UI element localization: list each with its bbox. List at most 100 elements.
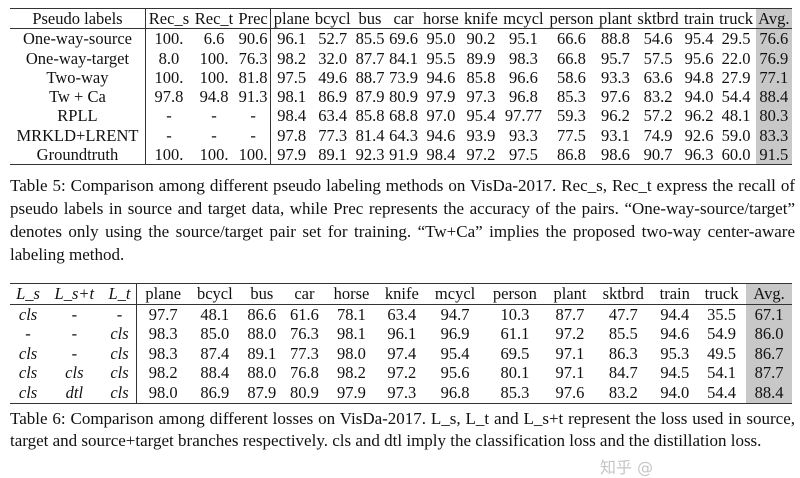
column-header: plant	[553, 284, 587, 303]
table-cell: 58.6	[557, 67, 586, 87]
table-cell: 95.4	[684, 29, 714, 49]
table-cell: -	[71, 324, 78, 344]
table-cell: 74.9	[643, 125, 673, 145]
table-cell: 97.77	[504, 106, 542, 126]
table-cell: 66.8	[557, 48, 586, 68]
table-row: cls - -97.7 48.1 86.6 61.6 78.1 63.4 94.7 10.3 87.…	[10, 304, 792, 325]
table-cell: 96.1	[387, 324, 417, 344]
table-5-caption: Table 5: Comparison among different pseu…	[10, 176, 795, 264]
table-cell: 63.4	[318, 106, 348, 126]
table-cell: 94.8	[199, 87, 229, 107]
table-6-losses: L_s L_s+t L_t plane bcycl bus car horse knife mcy…	[10, 283, 792, 404]
table-row: One-way-target 8.0 100. 76.3 98.2 32.0 87.7 84.…	[10, 48, 792, 68]
table-cell: cls	[102, 363, 138, 383]
table-cell: 81.8	[236, 67, 272, 88]
column-header: bus	[358, 9, 382, 28]
table-cell: 66.6	[557, 29, 586, 49]
table-cell: 69.5	[500, 343, 530, 363]
table-cell: 95.1	[509, 29, 538, 49]
table-cell: RPLL	[10, 106, 146, 126]
table-cell: 86.7	[746, 343, 792, 364]
table-cell: 86.8	[557, 145, 586, 165]
table-cell: 98.0	[148, 382, 178, 402]
table-cell: 96.8	[440, 382, 470, 402]
table-cell: 69.6	[389, 29, 419, 49]
table-cell: 54.1	[707, 363, 736, 383]
table-cell: 93.3	[509, 125, 538, 145]
table-cell: 96.2	[684, 106, 714, 126]
table-cell: 100.	[199, 48, 229, 68]
table-cell: 95.7	[601, 48, 630, 68]
table-cell: 59.3	[557, 106, 586, 126]
table-cell: 8.0	[158, 48, 180, 68]
table-cell: cls	[18, 343, 38, 363]
table-cell: 88.4	[755, 87, 792, 107]
table-cell: 47.7	[608, 304, 638, 324]
table-row: - - cls 98.3 85.0 88.0 76.3 98.1 96.1 96.9 61.1 97.…	[10, 324, 792, 344]
table-row: cls cls cls 98.2 88.4 88.0 76.8 98.2 97.2 95.6 80.…	[10, 363, 792, 383]
table-cell: 95.5	[426, 48, 456, 68]
table-cell: 97.1	[555, 343, 585, 363]
table-cell: 64.3	[389, 125, 419, 145]
table-cell: cls	[102, 324, 138, 344]
column-header: plane	[145, 284, 182, 303]
table-cell: 96.3	[684, 145, 714, 165]
table-cell: 84.7	[608, 363, 638, 383]
table-cell: 88.0	[247, 363, 277, 383]
table-cell: 49.5	[707, 343, 736, 363]
table-cell: 54.4	[721, 87, 751, 107]
table-cell: 95.4	[466, 106, 496, 126]
table-cell: 95.0	[426, 29, 456, 49]
table-row: Groundtruth 100. 100. 100. 97.9 89.1 92.3 91.9 9…	[10, 145, 792, 165]
table-cell: 85.3	[557, 87, 586, 107]
table-cell: 76.3	[236, 48, 272, 68]
table-row: Tw + Ca 97.8 94.8 91.3 98.1 86.9 87.9 80.9 97.9 9…	[10, 87, 792, 107]
table-cell: 94.0	[660, 382, 690, 402]
table-cell: 87.9	[355, 87, 385, 107]
table-cell: 88.4	[746, 382, 792, 404]
table-cell: 86.9	[200, 382, 230, 402]
table-cell: 97.2	[466, 145, 496, 165]
table-row: Two-way 100. 100. 81.8 97.5 49.6 88.7 73.9 94.6 8…	[10, 67, 792, 88]
column-header: mcycl	[503, 9, 544, 28]
table-cell: 78.1	[337, 304, 366, 324]
table-cell: 86.6	[247, 304, 277, 324]
table-cell: -	[71, 304, 78, 324]
table-cell: 87.7	[355, 48, 385, 68]
table-cell: 88.4	[200, 363, 230, 383]
table-cell: 61.6	[290, 304, 319, 324]
table-cell: 96.6	[509, 67, 538, 87]
table-cell: 96.2	[601, 106, 630, 126]
table-cell: 100.	[154, 29, 184, 49]
column-header: Pseudo labels	[10, 8, 146, 29]
table-cell: 76.3	[290, 324, 319, 344]
table-cell: 63.6	[643, 67, 673, 87]
table-cell: 77.3	[290, 343, 319, 363]
table-cell: 93.1	[601, 125, 630, 145]
table-cell: 90.6	[236, 28, 272, 49]
column-header: bcycl	[196, 284, 233, 303]
table-5-pseudo-labels: Pseudo labels Rec_s Rec_t Prec plane bcycl bus…	[10, 8, 792, 165]
table-cell: 80.1	[500, 363, 530, 383]
table-cell: 63.4	[387, 304, 417, 324]
table-cell: -	[211, 125, 217, 145]
table-cell: 89.1	[247, 343, 277, 363]
table-cell: 97.9	[337, 382, 366, 402]
table-cell: 96.1	[277, 29, 307, 49]
table-cell: 93.3	[601, 67, 630, 87]
column-header: person	[549, 9, 594, 28]
table-cell: 100.	[199, 67, 229, 87]
column-header: plane	[273, 9, 310, 28]
column-header: sktbrd	[637, 9, 679, 28]
table-cell: 77.5	[557, 125, 586, 145]
table-cell: 96.9	[440, 324, 470, 344]
table-cell: 100.	[154, 145, 184, 165]
table-cell: 91.3	[236, 87, 272, 107]
column-header: L_s+t	[54, 284, 95, 303]
table-cell: Groundtruth	[10, 145, 146, 165]
table-cell: 61.1	[500, 324, 530, 344]
table-cell: 57.5	[643, 48, 673, 68]
table-cell: 29.5	[721, 29, 751, 49]
table-cell: 98.4	[277, 106, 307, 126]
column-header: train	[659, 284, 690, 303]
